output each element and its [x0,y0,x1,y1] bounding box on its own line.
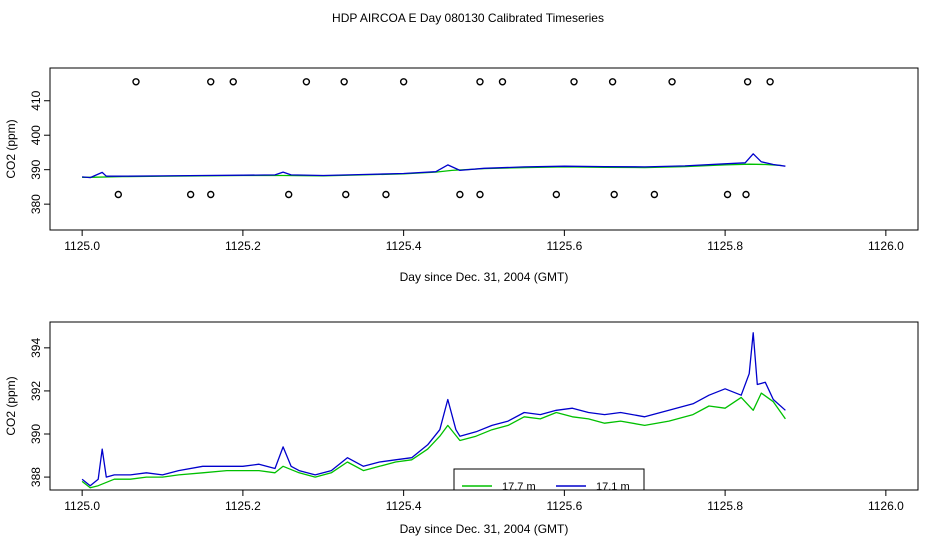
upper-marker-4 [340,78,348,86]
x-tick-label-0-2: 1125.4 [386,239,422,253]
lower-marker-11 [723,190,732,199]
lower-marker-7 [476,190,484,199]
y-axis-label-bottom: CO2 (ppm) [4,376,18,435]
x-tick-label-0-3: 1125.6 [546,239,582,253]
series-line-1-1 [81,332,786,487]
lower-marker-4 [342,190,350,199]
lower-marker-0 [114,190,123,199]
upper-marker-6 [476,78,484,86]
y-tick-label-0-0: 380 [29,194,43,214]
x-tick-label-0-1: 1125.2 [225,239,261,253]
legend: 17.7 m 17.1 m [453,468,645,493]
plot-area-bottom [49,321,919,491]
lower-marker-3 [285,190,293,199]
plot-marks-top [82,78,786,199]
plot-area-top [49,67,919,231]
legend-label-17-7m: 17.7 m [502,481,536,493]
lower-marker-1 [186,190,195,199]
plot-marks-bottom [81,332,786,489]
upper-marker-0 [132,78,140,86]
axes-bottom: 1125.0 1125.2 1125.4 1125.6 1125.8 1126.0 388 3… [29,338,904,513]
upper-marker-10 [668,78,676,86]
lower-marker-8 [552,190,561,199]
x-tick-label-1-1: 1125.2 [225,499,261,513]
series-line-0-1 [82,153,786,179]
lower-marker-5 [382,190,390,199]
lower-marker-10 [650,190,659,199]
y-tick-label-1-2: 392 [29,381,43,401]
x-tick-label-0-0: 1125.0 [64,239,100,253]
upper-marker-11 [743,78,752,86]
y-tick-label-0-1: 390 [29,159,43,179]
upper-marker-1 [207,78,215,86]
series-line-1-0 [81,392,786,489]
y-tick-label-1-1: 390 [29,424,43,444]
y-tick-label-1-0: 388 [29,467,43,487]
y-tick-label-0-2: 400 [29,125,43,145]
legend-label-17-1m: 17.1 m [596,481,630,493]
x-tick-label-1-2: 1125.4 [386,499,422,513]
x-axis-label-top: Day since Dec. 31, 2004 (GMT) [400,270,569,284]
lower-marker-2 [207,190,215,199]
upper-marker-3 [302,78,311,86]
upper-marker-9 [608,78,617,86]
x-tick-label-0-5: 1126.0 [868,239,904,253]
x-tick-label-0-4: 1125.8 [707,239,743,253]
lower-marker-6 [456,190,464,199]
upper-marker-5 [399,78,408,86]
lower-marker-12 [742,190,750,199]
x-tick-label-1-0: 1125.0 [64,499,100,513]
axes-top: 1125.0 1125.2 1125.4 1125.6 1125.8 1126.0 380 3… [29,90,904,253]
upper-marker-8 [570,78,578,86]
x-tick-label-1-4: 1125.8 [707,499,743,513]
x-axis-label-bottom: Day since Dec. 31, 2004 (GMT) [400,522,569,536]
x-tick-label-1-3: 1125.6 [546,499,582,513]
lower-marker-9 [610,190,618,199]
y-tick-label-0-3: 410 [29,90,43,110]
upper-marker-12 [766,78,774,86]
y-tick-label-1-3: 394 [29,338,43,358]
legend-box [453,468,645,491]
chart-panel-bottom: 1125.0 1125.2 1125.4 1125.6 1125.8 1126.0 388 3… [4,321,919,536]
figure-title: HDP AIRCOA E Day 080130 Calibrated Times… [332,11,604,25]
chart-panel-top: 1125.0 1125.2 1125.4 1125.6 1125.8 1126.0 380 3… [4,67,919,284]
y-axis-label-top: CO2 (ppm) [4,119,18,178]
x-tick-label-1-5: 1126.0 [868,499,904,513]
upper-marker-2 [229,78,237,86]
upper-marker-7 [498,78,507,86]
